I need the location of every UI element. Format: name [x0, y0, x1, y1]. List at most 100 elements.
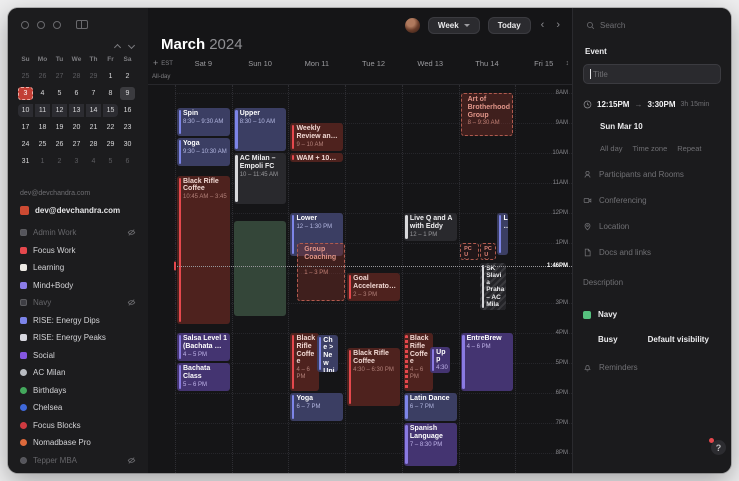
sidebar-item[interactable]: Admin Work — [8, 224, 148, 242]
new-event-draft[interactable] — [233, 220, 287, 316]
mini-calendar-day[interactable]: 2 — [57, 158, 62, 165]
mini-calendar-day[interactable]: 16 — [123, 107, 132, 114]
event-time-row[interactable]: 12:15PM → 3:30PM 3h 15min — [583, 100, 721, 109]
all-day-toggle[interactable]: All day — [600, 144, 623, 153]
location-row[interactable]: Location — [583, 222, 721, 231]
calendar-event[interactable]: Upper 8:30 – 10 AM — [233, 108, 287, 151]
calendar-event[interactable]: Black Rifle Coffee 4 – 6 PM — [290, 333, 320, 391]
sidebar-toggle-icon[interactable] — [76, 20, 88, 29]
today-button[interactable]: Today — [487, 16, 531, 34]
mini-calendar-day[interactable]: 5 — [57, 90, 62, 97]
mini-calendar-day[interactable]: 8 — [108, 90, 113, 97]
mini-calendar-day[interactable]: 13 — [69, 104, 84, 117]
calendar-event[interactable]: Weekly Review an… 9 – 10 AM — [290, 123, 344, 151]
chevron-up-icon[interactable] — [113, 43, 122, 52]
mini-calendar-day[interactable]: 26 — [38, 73, 47, 80]
calendar-event[interactable]: SK Slavia Praha – AC Mila…1:45 – 3… — [480, 262, 507, 310]
prev-week-button[interactable]: ‹ — [540, 18, 545, 31]
calendar-event[interactable]: Latin Dance 6 – 7 PM — [403, 393, 457, 421]
mini-calendar-day[interactable]: 4 — [91, 158, 96, 165]
mini-calendar-day[interactable]: 17 — [21, 124, 30, 131]
account-row[interactable]: dev@devchandra.com — [8, 202, 148, 219]
sidebar-item[interactable]: Navy — [8, 294, 148, 312]
mini-calendar-day[interactable]: 26 — [55, 141, 64, 148]
calendar-event[interactable]: Black Rifle Coffee 4:30 – 6:30 PM — [347, 348, 400, 406]
eye-slash-icon[interactable] — [127, 298, 136, 307]
calendar-selector[interactable]: Navy — [583, 310, 721, 319]
calendar-event[interactable]: Lower 12 – 1:30 PM — [290, 213, 344, 256]
sidebar-item[interactable]: Tepper MBA — [8, 452, 148, 470]
sidebar-item[interactable]: Nomadbase Pro — [8, 434, 148, 452]
calendar-event[interactable]: Upp 4:30 — [430, 346, 451, 373]
mini-calendar-day[interactable]: 30 — [123, 141, 132, 148]
eye-slash-icon[interactable] — [127, 228, 136, 237]
mini-calendar-day[interactable]: 11 — [35, 104, 50, 117]
timezone-label[interactable]: EST — [161, 60, 173, 67]
day-header[interactable]: Wed 13 — [417, 59, 444, 68]
mini-calendar-day[interactable]: 31 — [21, 158, 30, 165]
mini-calendar-day[interactable]: 10 — [18, 104, 33, 117]
mini-calendar-day[interactable]: 6 — [74, 90, 79, 97]
reminders-row[interactable]: Reminders — [583, 363, 721, 372]
participants-row[interactable]: Participants and Rooms — [583, 170, 721, 179]
calendar-event[interactable]: Bachata Class 5 – 6 PM — [177, 363, 230, 391]
calendar-event[interactable]: Black Rifle Coffee 4 – 6 PM — [403, 333, 433, 391]
day-column[interactable]: Live Q and A with Eddy 12 – 1 PM Black Rif… — [401, 85, 459, 473]
mini-calendar-day[interactable]: 15 — [103, 104, 118, 117]
calendar-event[interactable]: Yoga 9:30 – 10:30 AM — [177, 138, 230, 166]
mini-calendar-day[interactable]: 20 — [72, 124, 81, 131]
event-date[interactable]: Sun Mar 10 — [600, 122, 643, 131]
docs-row[interactable]: Docs and links — [583, 248, 721, 257]
calendar-event[interactable]: Live Q and A with Eddy 12 – 1 PM — [403, 213, 457, 241]
mini-calendar-day[interactable]: 25 — [21, 73, 30, 80]
calendar-event[interactable]: Spin 8:30 – 9:30 AM — [177, 108, 230, 136]
day-header[interactable]: Sun 10 — [248, 59, 272, 68]
mini-calendar-day[interactable]: 21 — [89, 124, 98, 131]
view-selector-button[interactable]: Week — [427, 16, 480, 34]
mini-calendar-day[interactable]: 24 — [21, 141, 30, 148]
calendar-event[interactable]: Salsa Level 1 (Bachata … 4 – 5 PM — [177, 333, 230, 361]
visibility-selector[interactable]: Default visibility — [647, 335, 709, 344]
calendar-event[interactable]: Che > New Unit4 – 5 — [317, 334, 338, 372]
mini-calendar-day[interactable]: 6 — [125, 158, 130, 165]
mini-calendar-day[interactable]: 28 — [89, 141, 98, 148]
day-column[interactable]: Spin 8:30 – 9:30 AM Yoga 9:30 – 10:30 AM Bla… — [175, 85, 232, 473]
sidebar-item[interactable]: Social — [8, 347, 148, 365]
mini-calendar-day[interactable]: 14 — [86, 104, 101, 117]
day-header[interactable]: Tue 12 — [361, 59, 386, 68]
mini-calendar-day[interactable]: 19 — [55, 124, 64, 131]
calendar-event[interactable]: Yoga 6 – 7 PM — [290, 393, 344, 421]
day-column[interactable]: Upper 8:30 – 10 AM AC Milan – Empoli FC 10 … — [231, 85, 289, 473]
sidebar-item[interactable]: RISE: Energy Peaks — [8, 329, 148, 347]
mini-calendar-day[interactable]: 2 — [125, 73, 130, 80]
time-zone-button[interactable]: Time zone — [632, 144, 668, 153]
day-header[interactable]: Sat 9 — [194, 59, 213, 68]
mini-calendar-day[interactable]: 23 — [123, 124, 132, 131]
day-header[interactable]: Fri 15 — [534, 59, 554, 68]
search-input[interactable]: Search — [583, 8, 721, 30]
busy-selector[interactable]: Busy — [598, 335, 618, 344]
calendar-event[interactable]: Group Coaching … 1 – 3 PM — [297, 243, 345, 301]
minimize-window-icon[interactable] — [37, 20, 45, 29]
description-field[interactable]: Description — [583, 278, 624, 287]
mini-calendar-day[interactable]: 27 — [72, 141, 81, 148]
mini-calendar-day[interactable]: 29 — [89, 73, 98, 80]
add-event-icon[interactable]: + — [153, 58, 159, 68]
conferencing-row[interactable]: Conferencing — [583, 196, 721, 205]
sidebar-item[interactable]: Learning — [8, 259, 148, 277]
mini-calendar-day[interactable]: 18 — [38, 124, 47, 131]
calendar-event[interactable]: WAM + 10… — [290, 153, 344, 162]
start-time[interactable]: 12:15PM — [597, 100, 630, 109]
repeat-button[interactable]: Repeat — [677, 144, 702, 153]
mini-calendar-day[interactable]: 1 — [40, 158, 45, 165]
mini-calendar-day[interactable]: 4 — [40, 90, 45, 97]
mini-calendar-day[interactable]: 5 — [108, 158, 113, 165]
calendar-event[interactable]: Black Rifle Coffee 10:45 AM – 3:45 — [177, 175, 230, 324]
calendar-event[interactable]: EntreBrew 4 – 6 PM — [460, 333, 514, 391]
help-button[interactable]: ? — [711, 440, 726, 455]
sidebar-item[interactable]: Focus Blocks — [8, 417, 148, 435]
mini-calendar-day[interactable]: 12 — [52, 104, 67, 117]
mini-calendar-day[interactable]: 7 — [91, 90, 96, 97]
mini-calendar-day[interactable]: 3 — [18, 87, 33, 100]
